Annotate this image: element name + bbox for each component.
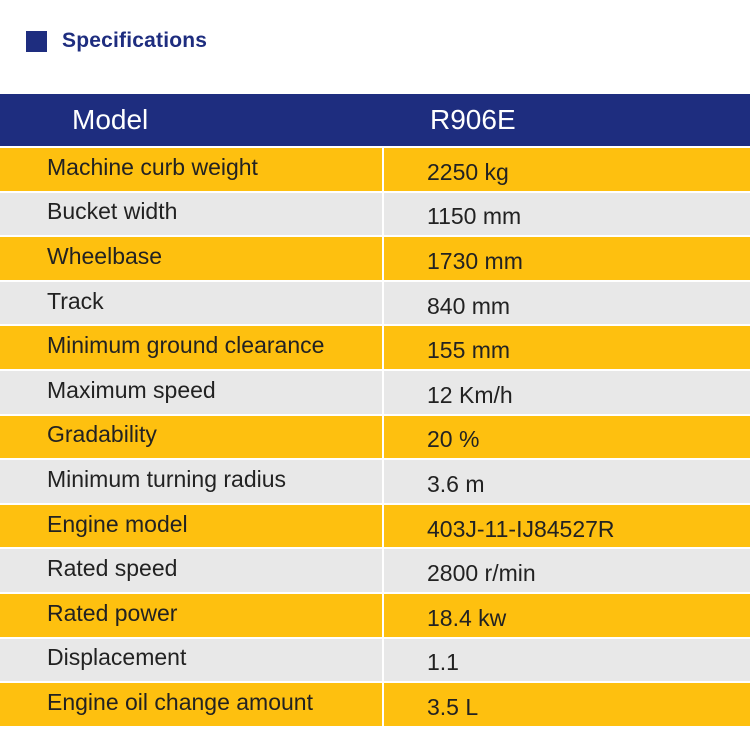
spec-label: Engine model — [0, 504, 382, 548]
spec-value: 3.6 m — [384, 460, 750, 503]
spec-value: 840 mm — [384, 281, 750, 325]
spec-value: 18.4 kw — [384, 593, 750, 637]
section-title: Specifications — [62, 29, 208, 52]
spec-value: 3.5 L — [384, 683, 750, 726]
table-row: Maximum speed 12 Km/h — [0, 370, 750, 414]
spec-value: 1730 mm — [384, 237, 750, 280]
spec-label: Gradability — [0, 415, 382, 459]
spec-label: Minimum ground clearance — [0, 326, 382, 369]
spec-label: Maximum speed — [0, 370, 382, 414]
spec-value: 12 Km/h — [384, 370, 750, 414]
square-bullet-icon — [26, 30, 47, 52]
spec-label: Engine oil change amount — [0, 683, 382, 726]
table-row: Machine curb weight 2250 kg — [0, 148, 750, 191]
table-row: Rated speed 2800 r/min — [0, 549, 750, 592]
spec-label: Rated speed — [0, 549, 382, 592]
table-header-row: Model R906E — [0, 94, 750, 146]
spec-value: 20 % — [384, 415, 750, 459]
table-row: Displacement 1.1 — [0, 638, 750, 682]
table-row: Gradability 20 % — [0, 415, 750, 459]
spec-label: Bucket width — [0, 192, 382, 236]
spec-value: 403J-11-IJ84527R — [384, 504, 750, 548]
spec-value: 1150 mm — [384, 192, 750, 236]
table-row: Engine oil change amount 3.5 L — [0, 683, 750, 726]
table-row: Minimum turning radius 3.6 m — [0, 460, 750, 503]
spec-label: Rated power — [0, 593, 382, 637]
spec-label: Machine curb weight — [0, 148, 382, 191]
spec-label: Wheelbase — [0, 237, 382, 280]
table-row: Rated power 18.4 kw — [0, 593, 750, 637]
section-header: Specifications — [26, 28, 207, 54]
table-row: Bucket width 1150 mm — [0, 192, 750, 236]
table-row: Wheelbase 1730 mm — [0, 237, 750, 280]
table-row: Minimum ground clearance 155 mm — [0, 326, 750, 369]
table-row: Track 840 mm — [0, 281, 750, 325]
spec-table: Model R906E Machine curb weight 2250 kg … — [0, 94, 750, 728]
spec-label: Minimum turning radius — [0, 460, 382, 503]
header-value: R906E — [430, 104, 516, 135]
spec-value: 2250 kg — [384, 148, 750, 191]
spec-value: 155 mm — [384, 326, 750, 369]
table-row: Engine model 403J-11-IJ84527R — [0, 504, 750, 548]
header-label: Model — [72, 104, 149, 135]
spec-label: Track — [0, 281, 382, 325]
spec-value: 1.1 — [384, 638, 750, 682]
spec-label: Displacement — [0, 638, 382, 682]
spec-value: 2800 r/min — [384, 549, 750, 592]
